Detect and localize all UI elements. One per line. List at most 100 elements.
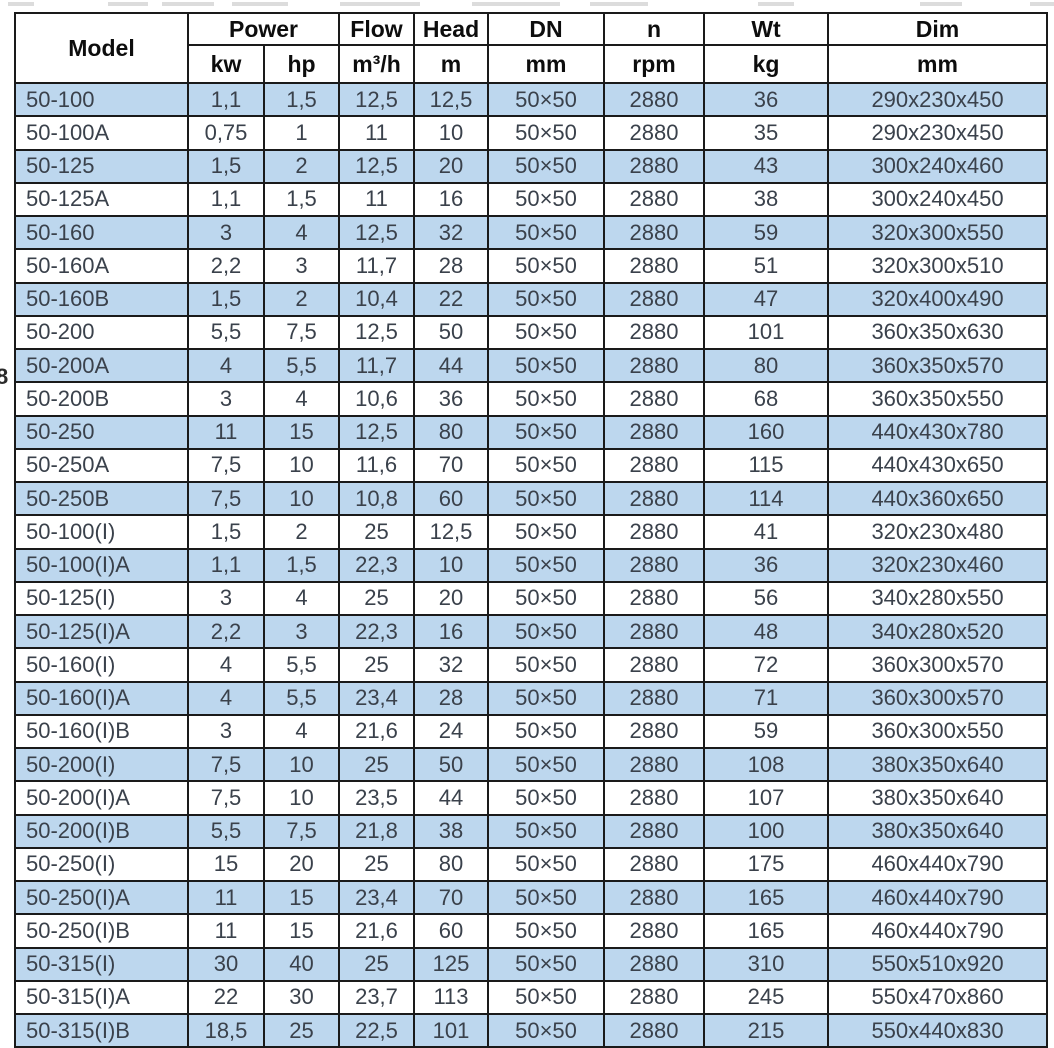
cell-n-rpm: 2880: [603, 780, 705, 816]
cell-dim-mm: 360x300x550: [827, 713, 1048, 750]
cell-dn-mm: 50×50: [487, 381, 605, 417]
cell-dim-mm: 300x240x460: [827, 148, 1048, 184]
cell-power-hp: 15: [263, 913, 340, 949]
cell-dim-mm: 380x350x640: [827, 746, 1048, 783]
cell-head-m: 70: [413, 447, 489, 484]
cell-wt-kg: 68: [703, 381, 829, 417]
cell-model: 50-250B: [14, 480, 189, 517]
cell-model: 50-160(I)A: [14, 680, 189, 716]
col-header-n: n: [603, 12, 705, 46]
cell-power-hp: 3: [263, 613, 340, 650]
cell-n-rpm: 2880: [603, 148, 705, 184]
cell-model: 50-100A: [14, 115, 189, 151]
cell-power-hp: 5,5: [263, 680, 340, 716]
cell-wt-kg: 47: [703, 281, 829, 317]
cell-wt-kg: 107: [703, 780, 829, 816]
cell-dim-mm: 360x350x550: [827, 381, 1048, 417]
cell-power-kw: 7,5: [187, 480, 265, 517]
cell-dim-mm: 360x300x570: [827, 680, 1048, 716]
cell-dim-mm: 380x350x640: [827, 780, 1048, 816]
table-row: 50-100(I)A 1,1 1,5 22,3 10 50×50 2880 36 320x230…: [14, 547, 1048, 583]
cell-flow-m3h: 11,7: [338, 248, 415, 284]
cell-dn-mm: 50×50: [487, 680, 605, 716]
pump-spec-table: Model Power Flow Head DN n Wt Dim kw hp …: [14, 12, 1048, 1048]
cell-wt-kg: 72: [703, 647, 829, 683]
cell-dim-mm: 320x300x510: [827, 248, 1048, 284]
cell-flow-m3h: 11,7: [338, 347, 415, 384]
table-row: 50-250 11 15 12,5 80 50×50 2880 160 440x430x780: [14, 414, 1048, 450]
cell-dn-mm: 50×50: [487, 846, 605, 883]
cell-power-kw: 1,1: [187, 181, 265, 218]
cell-dn-mm: 50×50: [487, 347, 605, 384]
table-row: 50-125A 1,1 1,5 11 16 50×50 2880 38 300x240x450: [14, 181, 1048, 218]
cell-model: 50-250A: [14, 447, 189, 484]
cell-flow-m3h: 11: [338, 115, 415, 151]
cell-power-kw: 15: [187, 846, 265, 883]
cell-dn-mm: 50×50: [487, 580, 605, 617]
table-body: 50-100 1,1 1,5 12,5 12,5 50×50 2880 36 290x230x4…: [14, 81, 1048, 1048]
unit-header-dn: mm: [487, 44, 605, 84]
cell-power-hp: 10: [263, 480, 340, 517]
cell-flow-m3h: 12,5: [338, 214, 415, 251]
cell-power-kw: 7,5: [187, 780, 265, 816]
cell-dn-mm: 50×50: [487, 647, 605, 683]
cell-power-kw: 1,1: [187, 547, 265, 583]
cell-power-hp: 2: [263, 281, 340, 317]
cell-wt-kg: 100: [703, 813, 829, 849]
cell-dim-mm: 360x350x570: [827, 347, 1048, 384]
cell-wt-kg: 43: [703, 148, 829, 184]
cell-wt-kg: 38: [703, 181, 829, 218]
cell-flow-m3h: 21,6: [338, 913, 415, 949]
cell-dn-mm: 50×50: [487, 813, 605, 849]
cell-model: 50-250: [14, 414, 189, 450]
cell-wt-kg: 165: [703, 913, 829, 949]
cell-dn-mm: 50×50: [487, 480, 605, 517]
cell-n-rpm: 2880: [603, 447, 705, 484]
cell-model: 50-125A: [14, 181, 189, 218]
cell-power-hp: 3: [263, 248, 340, 284]
cell-dim-mm: 320x400x490: [827, 281, 1048, 317]
cell-flow-m3h: 23,5: [338, 780, 415, 816]
cell-power-kw: 11: [187, 913, 265, 949]
cell-n-rpm: 2880: [603, 1012, 705, 1048]
cell-model: 50-200A: [14, 347, 189, 384]
cell-dim-mm: 460x440x790: [827, 879, 1048, 916]
cell-power-kw: 3: [187, 214, 265, 251]
table-row: 50-250(I)B 11 15 21,6 60 50×50 2880 165 460x440x…: [14, 913, 1048, 949]
table-row: 50-160(I)B 3 4 21,6 24 50×50 2880 59 360x300x550: [14, 713, 1048, 750]
cell-power-hp: 40: [263, 946, 340, 982]
cell-power-kw: 22: [187, 979, 265, 1016]
cell-model: 50-160A: [14, 248, 189, 284]
cell-head-m: 12,5: [413, 514, 489, 550]
cell-dim-mm: 550x470x860: [827, 979, 1048, 1016]
cell-wt-kg: 56: [703, 580, 829, 617]
cell-head-m: 113: [413, 979, 489, 1016]
cell-wt-kg: 165: [703, 879, 829, 916]
cell-n-rpm: 2880: [603, 347, 705, 384]
cell-dn-mm: 50×50: [487, 414, 605, 450]
cell-n-rpm: 2880: [603, 547, 705, 583]
cell-flow-m3h: 25: [338, 647, 415, 683]
unit-header-wt: kg: [703, 44, 829, 84]
table-row: 50-100 1,1 1,5 12,5 12,5 50×50 2880 36 290x230x4…: [14, 81, 1048, 118]
cell-flow-m3h: 25: [338, 846, 415, 883]
cell-n-rpm: 2880: [603, 414, 705, 450]
cell-head-m: 36: [413, 381, 489, 417]
col-header-power: Power: [187, 12, 340, 46]
cell-n-rpm: 2880: [603, 846, 705, 883]
cell-head-m: 60: [413, 913, 489, 949]
cell-n-rpm: 2880: [603, 946, 705, 982]
table-row: 50-125(I)A 2,2 3 22,3 16 50×50 2880 48 340x280x5…: [14, 613, 1048, 650]
cell-power-kw: 2,2: [187, 248, 265, 284]
cell-wt-kg: 59: [703, 713, 829, 750]
table-row: 50-250(I)A 11 15 23,4 70 50×50 2880 165 460x440x…: [14, 879, 1048, 916]
cell-wt-kg: 114: [703, 480, 829, 517]
cell-power-kw: 1,5: [187, 148, 265, 184]
cell-model: 50-125(I): [14, 580, 189, 617]
cell-power-hp: 25: [263, 1012, 340, 1048]
cell-dn-mm: 50×50: [487, 746, 605, 783]
cell-dn-mm: 50×50: [487, 879, 605, 916]
cell-head-m: 12,5: [413, 81, 489, 118]
cell-model: 50-100: [14, 81, 189, 118]
cell-flow-m3h: 25: [338, 946, 415, 982]
